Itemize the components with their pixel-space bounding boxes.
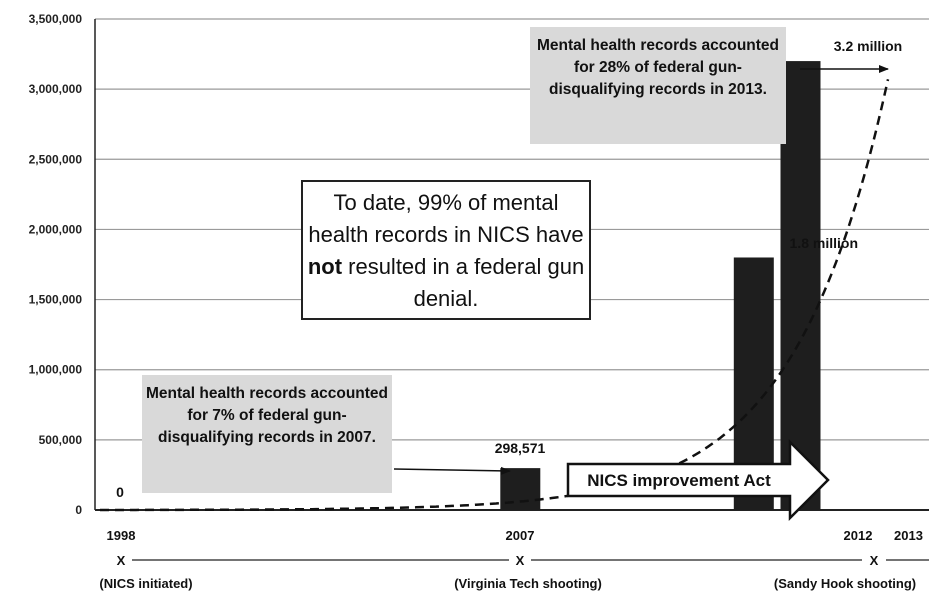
center-note-pre: To date, 99% of mental health records in… xyxy=(308,190,584,247)
event-marker-2007: X xyxy=(516,553,525,568)
center-note-bold: not xyxy=(307,254,343,279)
x-tick-1998: 1998 xyxy=(107,528,136,543)
data-label-2012: 1.8 million xyxy=(790,235,858,251)
trend-curve xyxy=(100,79,890,512)
event-label-1998: (NICS initiated) xyxy=(99,576,192,591)
y-axis-ticks: 0 500,000 1,000,000 1,500,000 2,000,000 2,500… xyxy=(29,12,83,517)
event-marker-1998: X xyxy=(117,553,126,568)
x-tick-2013: 2013 xyxy=(894,528,923,543)
nics-act-label: NICS improvement Act xyxy=(587,471,771,490)
event-label-2012: (Sandy Hook shooting) xyxy=(774,576,916,591)
y-tick-label: 2,000,000 xyxy=(29,222,83,236)
bar-2013 xyxy=(780,61,821,510)
y-tick-label: 3,000,000 xyxy=(29,82,83,96)
y-tick-label: 1,000,000 xyxy=(29,363,83,377)
note-2013: Mental health records accounted for 28% … xyxy=(530,27,786,144)
y-tick-label: 500,000 xyxy=(39,433,83,447)
y-tick-label: 1,500,000 xyxy=(29,293,83,307)
y-tick-label: 2,500,000 xyxy=(29,152,83,166)
center-note-post: resulted in a federal gun denial. xyxy=(342,254,585,311)
event-marker-2012: X xyxy=(870,553,879,568)
x-axis: 1998 2007 2012 2013 X (NICS initiated) X (Virgi… xyxy=(99,528,929,591)
nics-act-arrow: NICS improvement Act xyxy=(566,438,830,522)
trend-curve-path xyxy=(100,79,890,512)
y-tick-label: 0 xyxy=(75,503,82,517)
pointer-arrow-2007 xyxy=(393,466,511,475)
y-tick-label: 3,500,000 xyxy=(29,12,83,26)
event-label-2007: (Virginia Tech shooting) xyxy=(454,576,602,591)
data-label-2007: 298,571 xyxy=(495,440,546,456)
x-tick-2012: 2012 xyxy=(844,528,873,543)
note-2007: Mental health records accounted for 7% o… xyxy=(142,375,392,493)
x-tick-2007: 2007 xyxy=(506,528,535,543)
center-note: To date, 99% of mental health records in… xyxy=(301,180,591,320)
data-label-1998: 0 xyxy=(116,484,124,500)
data-label-2013: 3.2 million xyxy=(834,38,902,54)
